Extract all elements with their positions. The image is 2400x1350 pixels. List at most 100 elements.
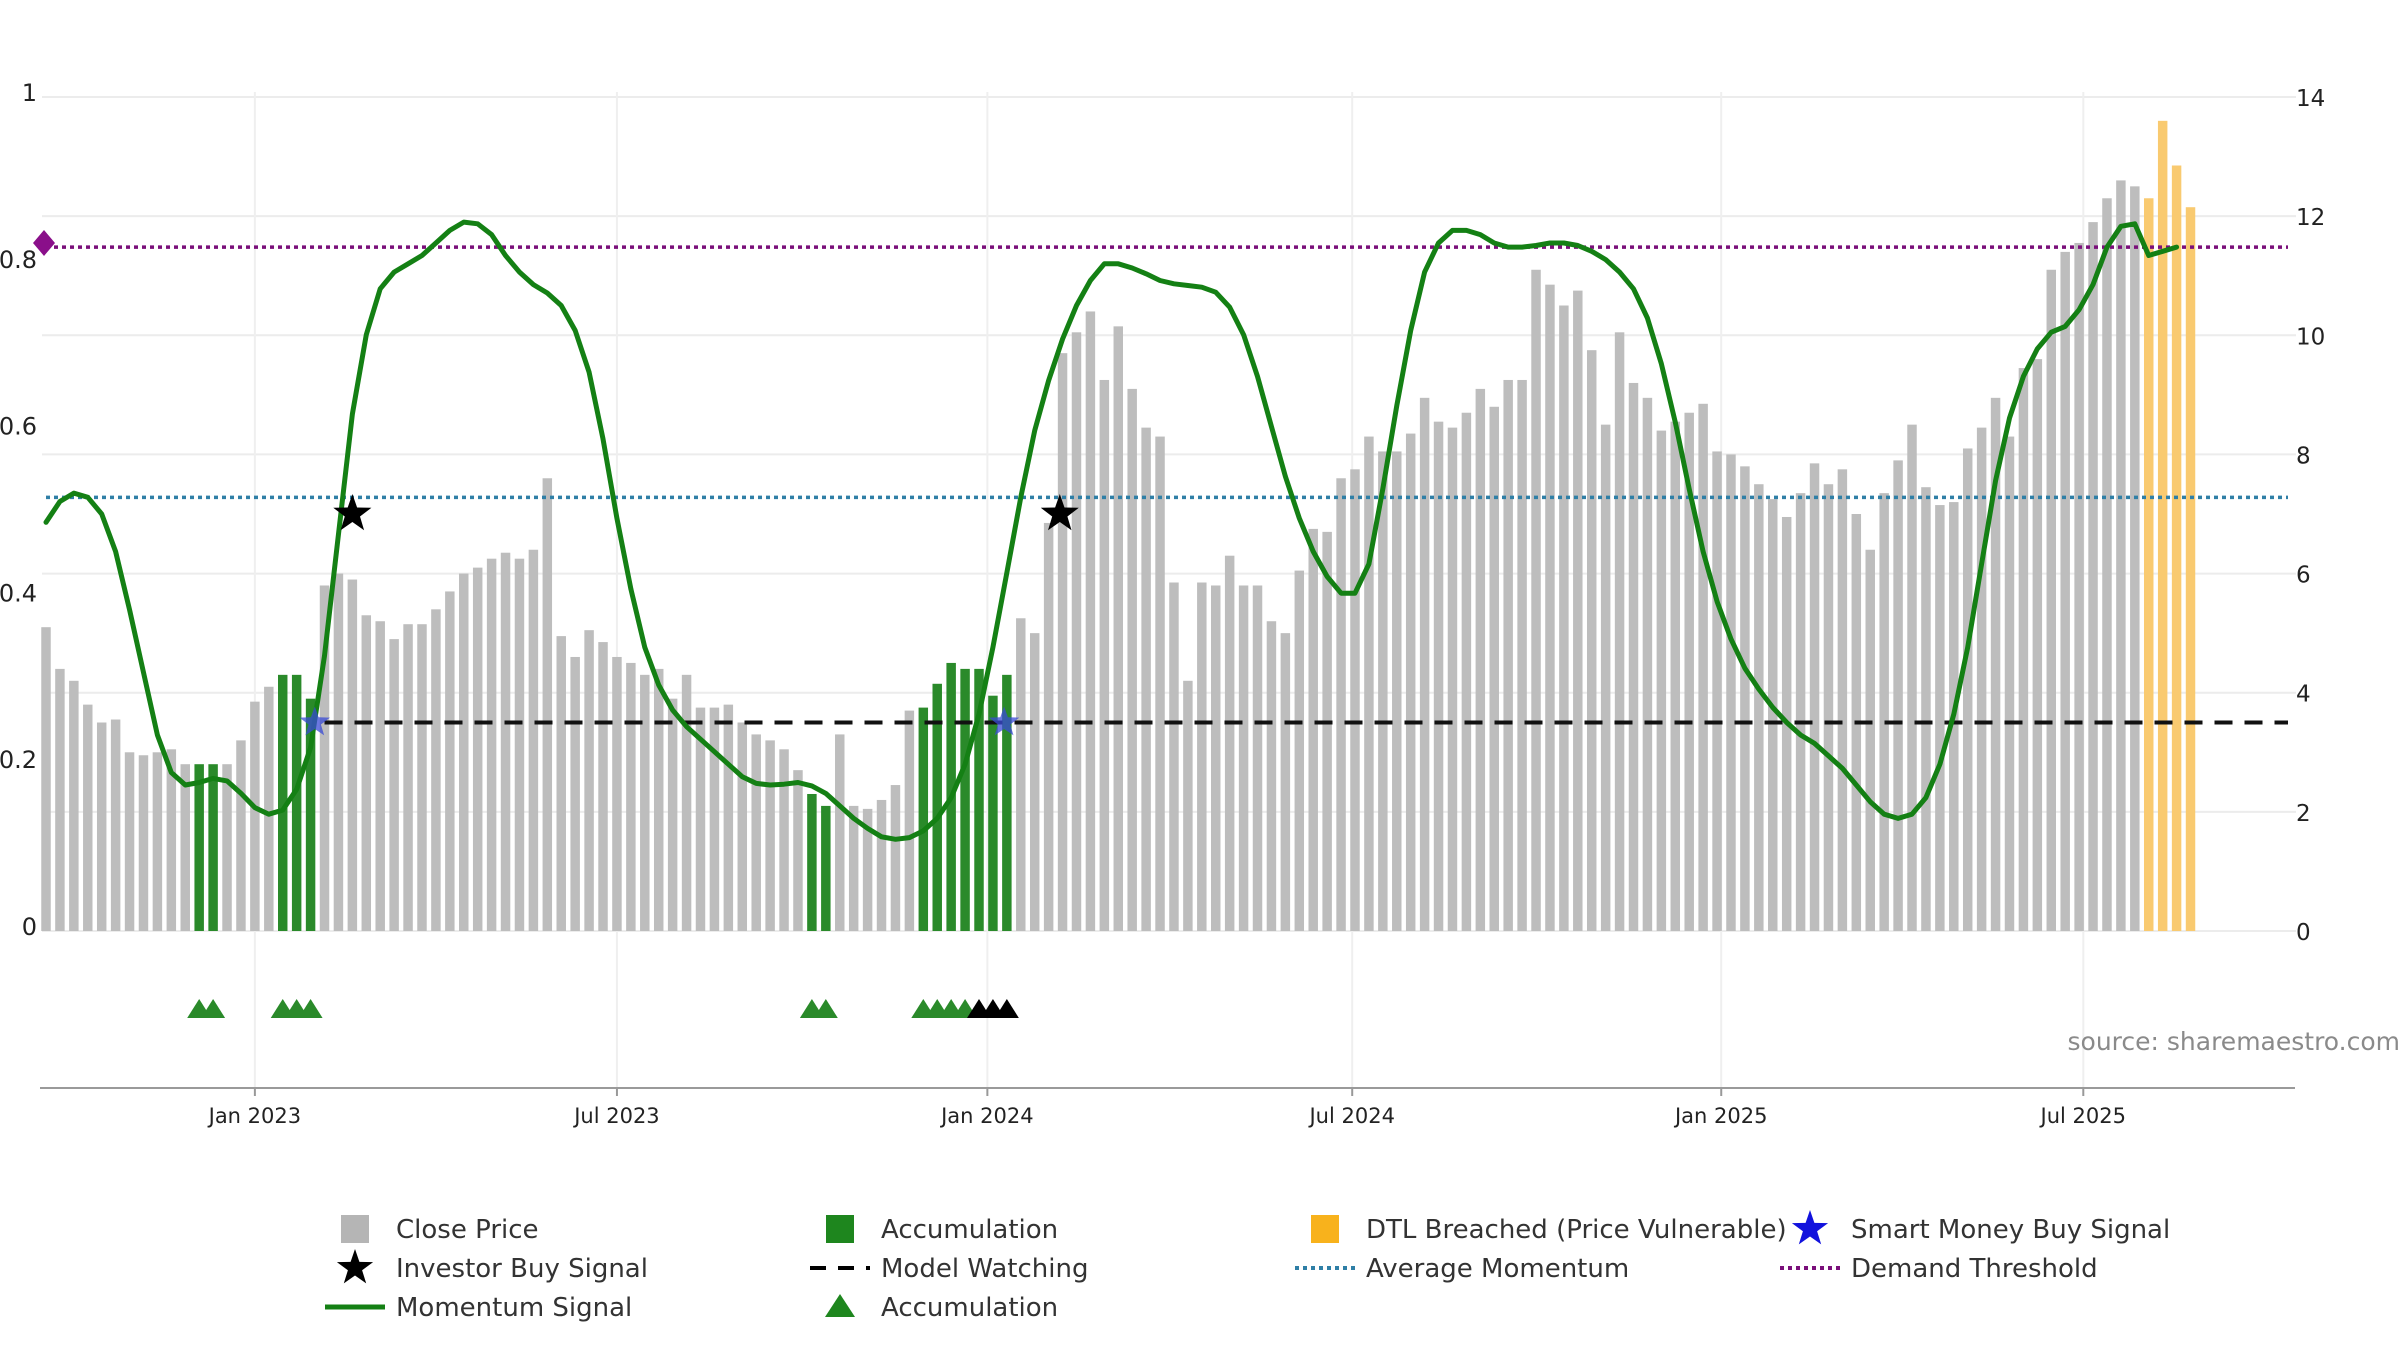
momentum-signal-line (43, 219, 2180, 842)
right-tick-label: 2 (2296, 801, 2311, 827)
axes: 0 2 4 6 8 10 12 14 0 0.2 0.4 0.6 0.8 1 Jan 2023 Jul 202… (0, 79, 2325, 1128)
x-tick-label: Jan 2023 (207, 1104, 302, 1128)
close-price-bar (1350, 469, 1360, 931)
close-price-bar (890, 785, 901, 931)
x-tick-label: Jul 2024 (1307, 1104, 1394, 1128)
close-price-bar (1921, 487, 1931, 931)
investor-buy-star (1040, 494, 1079, 531)
close-price-bar (1127, 388, 1137, 931)
legend-label: Accumulation (881, 1215, 1058, 1245)
close-price-bar (1322, 531, 1332, 931)
close-price-bar (1990, 397, 2001, 932)
close-price-bar (1698, 403, 1708, 931)
close-price-bar (2102, 198, 2112, 931)
close-price-bar (431, 609, 441, 931)
close-price-bar (542, 478, 553, 931)
close-price-bar (361, 615, 372, 931)
legend-label: Smart Money Buy Signal (1851, 1215, 2170, 1245)
close-price-bar (1197, 582, 1207, 931)
legend-label: DTL Breached (Price Vulnerable) (1366, 1215, 1787, 1245)
legend-swatch (826, 1215, 854, 1243)
close-price-bar (1768, 499, 1778, 931)
legend-label: Investor Buy Signal (396, 1254, 648, 1284)
close-price-bar (236, 740, 246, 931)
close-price-bar (528, 549, 539, 931)
close-price-bar (1573, 290, 1583, 931)
dtl-breached-bar (2144, 198, 2154, 931)
close-price-bar (695, 707, 706, 931)
legend-label: Demand Threshold (1851, 1254, 2098, 1284)
signal-lines (43, 219, 2288, 842)
right-tick-label: 6 (2296, 563, 2311, 589)
legend-label: Accumulation (881, 1293, 1058, 1323)
legend-label: Momentum Signal (396, 1293, 632, 1323)
close-price-bar (1489, 406, 1499, 931)
x-tick-label: Jul 2023 (572, 1104, 659, 1128)
accumulation-bar (988, 695, 998, 931)
close-price-bar (1684, 412, 1694, 931)
close-price-bar (222, 764, 232, 931)
close-price-bar (681, 674, 692, 931)
close-price-bar (653, 668, 664, 931)
close-price-bar (1545, 284, 1555, 931)
close-price-bar (1155, 436, 1165, 931)
close-price-bar (2018, 368, 2029, 931)
close-price-bar (1029, 633, 1040, 931)
close-price-bar (403, 624, 413, 931)
close-price-bar (1503, 379, 1513, 931)
right-tick-label: 14 (2296, 86, 2325, 112)
close-price-bar (667, 698, 678, 931)
close-price-bar (1071, 332, 1082, 931)
close-price-bar (1726, 454, 1736, 931)
x-tick-label: Jan 2025 (1673, 1104, 1768, 1128)
accumulation-bar (291, 674, 302, 931)
close-price-bar (1169, 582, 1179, 931)
close-price-bar (1962, 448, 1973, 931)
close-price-bar (1740, 466, 1750, 931)
left-tick-label: 0.6 (0, 413, 37, 441)
close-price-bar (848, 805, 859, 931)
close-price-bar (1238, 585, 1249, 931)
close-price-bar (1224, 555, 1235, 931)
close-price-bar (96, 722, 107, 931)
smart-money-star (988, 706, 1020, 736)
close-price-bar (598, 642, 608, 931)
signal-markers (33, 229, 1079, 1018)
accumulation-bar (821, 805, 831, 931)
close-price-bar (1141, 427, 1151, 931)
close-price-bar (2032, 359, 2043, 932)
close-price-bar (69, 680, 79, 931)
legend: Close Price Accumulation DTL Breached (Pri… (325, 1210, 2170, 1323)
legend-label: Average Momentum (1366, 1254, 1629, 1284)
close-price-bar (1085, 311, 1096, 931)
dtl-breached-bar (2157, 120, 2168, 932)
left-tick-label: 0.2 (0, 746, 37, 774)
close-price-bar (1378, 451, 1388, 931)
close-price-bar (709, 707, 720, 931)
close-price-bar (2130, 186, 2140, 931)
close-price-bar (389, 639, 399, 931)
close-price-bar (1823, 484, 1834, 931)
close-price-bar (1837, 469, 1848, 931)
right-tick-label: 10 (2296, 324, 2325, 350)
close-price-bar (1405, 433, 1416, 931)
x-tick-label: Jan 2024 (939, 1104, 1034, 1128)
close-price-bar (1057, 353, 1068, 932)
close-price-bar (1642, 397, 1653, 932)
accumulation-bar (960, 668, 970, 931)
close-price-bar (904, 710, 915, 931)
dtl-breached-bar (2185, 207, 2196, 931)
close-price-bar (1336, 478, 1346, 931)
close-price-bar (500, 552, 511, 931)
close-price-bar (333, 573, 344, 931)
dtl-breached-bar (2171, 165, 2182, 931)
close-price-bar (375, 621, 385, 931)
close-price-bar (2116, 180, 2126, 931)
close-price-bar (1656, 430, 1667, 931)
close-price-bar (83, 704, 93, 931)
accumulation-bar (305, 698, 316, 931)
close-price-bar (166, 749, 177, 931)
close-price-bar (1294, 570, 1305, 931)
close-price-bar (180, 764, 190, 931)
close-price-bar (1531, 269, 1541, 931)
